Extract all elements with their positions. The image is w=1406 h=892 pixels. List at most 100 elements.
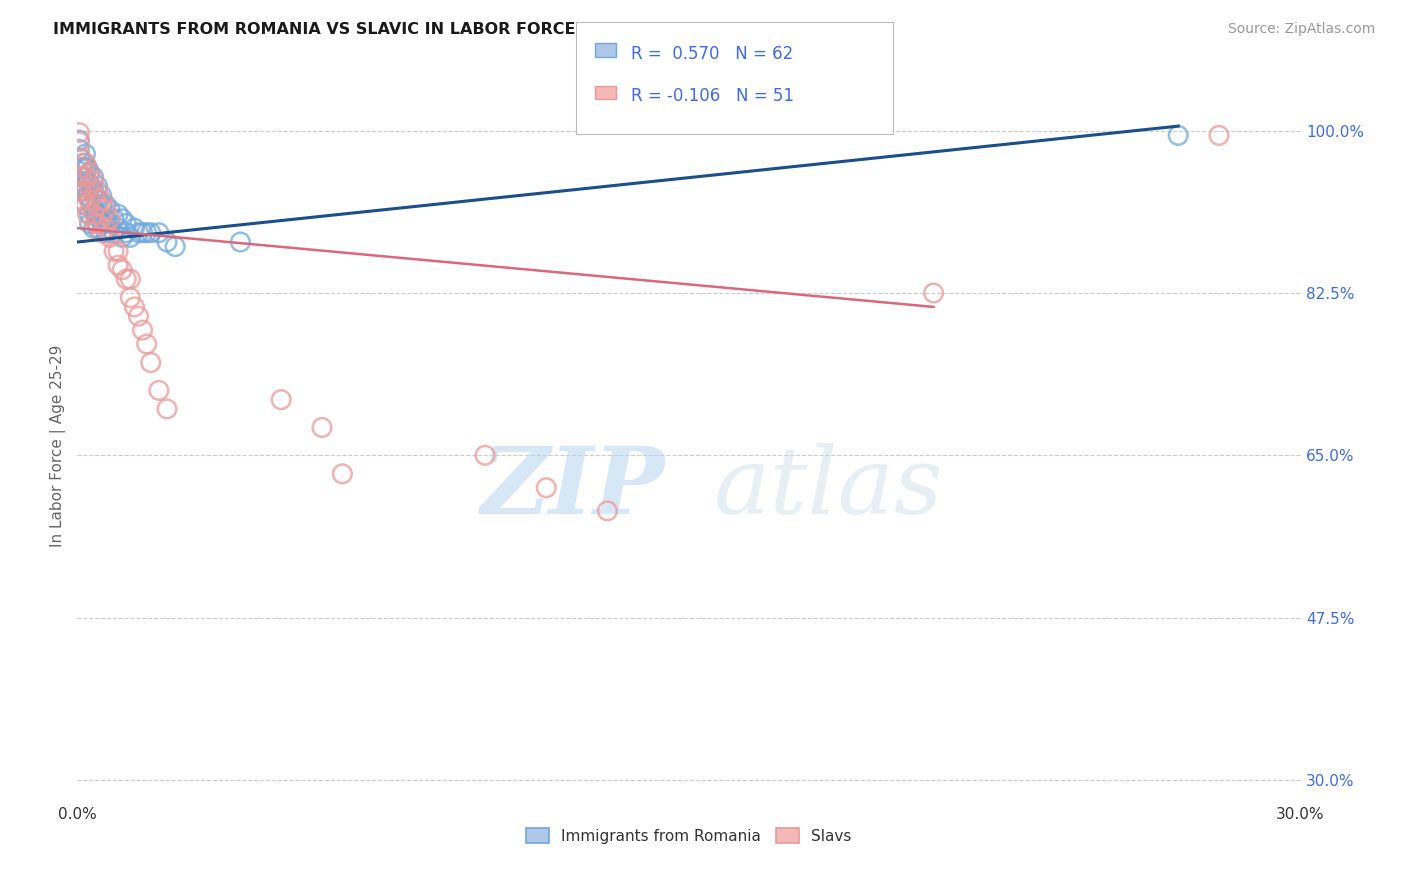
Point bbox=[67, 135, 90, 149]
Point bbox=[70, 170, 93, 185]
Point bbox=[148, 226, 170, 240]
Point bbox=[474, 448, 496, 462]
Point bbox=[67, 142, 90, 156]
Point bbox=[156, 235, 179, 249]
Point bbox=[1208, 128, 1230, 143]
Point bbox=[87, 221, 110, 235]
Point bbox=[98, 217, 121, 231]
Point bbox=[79, 179, 101, 194]
Point bbox=[534, 481, 557, 495]
Point bbox=[75, 198, 97, 212]
Point bbox=[87, 217, 110, 231]
Point bbox=[596, 504, 619, 518]
Point bbox=[120, 230, 142, 244]
Point bbox=[75, 179, 97, 194]
Point bbox=[83, 184, 105, 198]
Point bbox=[115, 226, 138, 240]
Text: atlas: atlas bbox=[713, 443, 943, 533]
Point bbox=[111, 230, 134, 244]
Point bbox=[135, 226, 157, 240]
Point bbox=[76, 207, 98, 221]
Point bbox=[83, 207, 105, 221]
Point bbox=[75, 170, 97, 185]
Point bbox=[90, 211, 112, 226]
Point bbox=[94, 226, 117, 240]
Point bbox=[87, 207, 110, 221]
Point bbox=[156, 401, 179, 416]
Point bbox=[79, 194, 101, 208]
Point bbox=[107, 207, 129, 221]
Point bbox=[103, 244, 125, 259]
Point bbox=[90, 194, 112, 208]
Point bbox=[107, 258, 129, 272]
Text: R = -0.106   N = 51: R = -0.106 N = 51 bbox=[631, 87, 794, 105]
Point bbox=[72, 156, 94, 170]
Point bbox=[94, 221, 117, 235]
Point bbox=[70, 152, 93, 166]
Point bbox=[76, 161, 98, 175]
Point bbox=[75, 184, 97, 198]
Point bbox=[229, 235, 252, 249]
Point bbox=[89, 211, 111, 226]
Point bbox=[131, 323, 153, 337]
Point bbox=[135, 337, 157, 351]
Point bbox=[148, 384, 170, 398]
Point bbox=[83, 221, 105, 235]
Point bbox=[80, 198, 103, 212]
Point bbox=[83, 170, 105, 185]
Point bbox=[103, 211, 125, 226]
Point bbox=[87, 179, 110, 194]
Point bbox=[70, 184, 93, 198]
Text: IMMIGRANTS FROM ROMANIA VS SLAVIC IN LABOR FORCE | AGE 25-29 CORRELATION CHART: IMMIGRANTS FROM ROMANIA VS SLAVIC IN LAB… bbox=[53, 22, 884, 38]
Point bbox=[311, 420, 333, 434]
Point bbox=[98, 202, 121, 217]
Point bbox=[79, 207, 101, 221]
Point bbox=[72, 194, 94, 208]
Point bbox=[103, 226, 125, 240]
Point bbox=[111, 263, 134, 277]
Legend: Immigrants from Romania, Slavs: Immigrants from Romania, Slavs bbox=[526, 828, 852, 844]
Point bbox=[76, 175, 98, 189]
Point bbox=[120, 291, 142, 305]
Point bbox=[139, 226, 162, 240]
Point bbox=[124, 221, 146, 235]
Text: R =  0.570   N = 62: R = 0.570 N = 62 bbox=[631, 45, 793, 62]
Point bbox=[75, 147, 97, 161]
Point bbox=[79, 217, 101, 231]
Point bbox=[70, 175, 93, 189]
Point bbox=[124, 300, 146, 314]
Point bbox=[70, 170, 93, 185]
Point bbox=[80, 179, 103, 194]
Point bbox=[115, 272, 138, 286]
Point bbox=[87, 184, 110, 198]
Point bbox=[83, 175, 105, 189]
Point bbox=[70, 161, 93, 175]
Point bbox=[76, 188, 98, 202]
Point bbox=[94, 202, 117, 217]
Point bbox=[87, 194, 110, 208]
Point bbox=[84, 207, 107, 221]
Point bbox=[98, 230, 121, 244]
Point bbox=[84, 217, 107, 231]
Point bbox=[139, 355, 162, 369]
Point bbox=[115, 217, 138, 231]
Point bbox=[120, 272, 142, 286]
Point bbox=[98, 211, 121, 226]
Point bbox=[79, 165, 101, 179]
Point bbox=[1167, 128, 1189, 143]
Point bbox=[332, 467, 354, 481]
Point bbox=[75, 170, 97, 185]
Point bbox=[79, 194, 101, 208]
Point bbox=[67, 126, 90, 140]
Point bbox=[79, 179, 101, 194]
Point bbox=[90, 198, 112, 212]
Point bbox=[270, 392, 292, 407]
Point bbox=[90, 188, 112, 202]
Point bbox=[165, 240, 187, 254]
Point bbox=[922, 285, 945, 300]
Text: ZIP: ZIP bbox=[481, 443, 665, 533]
Point bbox=[87, 198, 110, 212]
Point bbox=[107, 244, 129, 259]
Point bbox=[75, 161, 97, 175]
Point bbox=[75, 198, 97, 212]
